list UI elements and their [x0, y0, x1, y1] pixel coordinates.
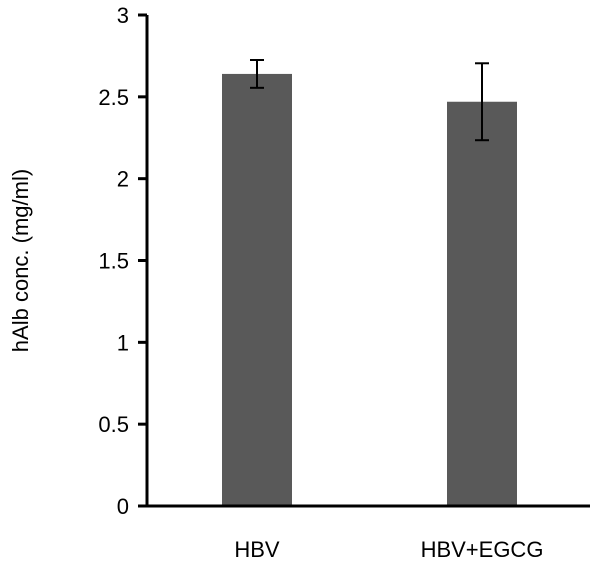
y-tick-label: 2.5 [98, 85, 129, 110]
y-tick-label: 1 [117, 330, 129, 355]
y-axis-ticks: 0 0.5 1 1.5 2 2.5 3 [98, 3, 147, 519]
y-tick-label: 2 [117, 167, 129, 192]
chart-marks [222, 59, 517, 507]
y-tick-label: 1.5 [98, 249, 129, 274]
y-tick-label: 3 [117, 3, 129, 28]
y-axis-title: hAlb conc. (mg/ml) [8, 169, 33, 352]
bar [447, 101, 517, 506]
y-tick-label: 0.5 [98, 412, 129, 437]
x-tick-label: HBV+EGCG [421, 537, 544, 562]
bar [222, 73, 292, 507]
y-tick-label: 0 [117, 494, 129, 519]
x-axis-tick-labels: HBV HBV+EGCG [234, 537, 543, 562]
x-tick-label: HBV [234, 537, 280, 562]
